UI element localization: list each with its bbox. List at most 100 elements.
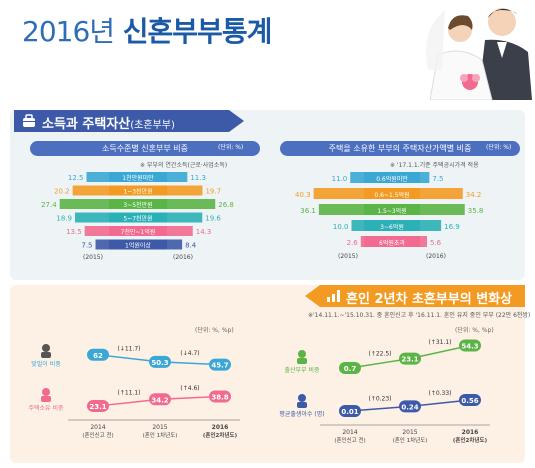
x-tick-sub: (혼인신고 전): [334, 436, 365, 444]
legend-2016: (2016): [426, 253, 446, 260]
bar-2015: [74, 212, 109, 223]
x-tick-year: 2015: [402, 429, 417, 436]
series-name: 맞벌이 비중: [31, 360, 61, 368]
change-label: (↓11.7): [117, 345, 140, 352]
person-icon: [298, 394, 306, 402]
data-label: 0.24: [401, 403, 418, 411]
change-label: (↑11.1): [117, 390, 140, 397]
wedding-couple-illustration: [426, 8, 532, 100]
bar-2016: [167, 172, 188, 182]
value-label-2015: 10.0: [333, 223, 349, 231]
section2-header-bg: [305, 285, 525, 307]
value-label-2016: 8.4: [185, 242, 197, 250]
value-label-2015: 20.2: [54, 188, 70, 196]
category-label: 7천만~1억원: [121, 228, 156, 236]
data-point: [459, 339, 481, 352]
category-label: 3~5천만원: [123, 201, 152, 209]
bar-2016: [167, 226, 193, 236]
section1-title: 소득과 주택자산(초혼부부): [42, 113, 175, 132]
bar-chart-icon: [327, 290, 340, 302]
bar-2016: [167, 239, 183, 250]
value-label-2015: 11.0: [332, 175, 348, 183]
income-share-chart: 1천만원미만 12.5 11.3 1~3천만원 20.2 19.7 3~5천만원 27.4 26…: [41, 172, 234, 261]
person-icon: [42, 344, 50, 352]
section1-header-bg: [14, 110, 244, 132]
bride-hair: [448, 15, 473, 30]
value-label-2015: 13.5: [66, 228, 82, 236]
x-tick-year: 2014: [90, 424, 105, 431]
change-panel: [10, 285, 525, 463]
change-label: (↑0.23): [368, 396, 391, 403]
category-band: [109, 239, 167, 250]
person-icon-body: [297, 358, 307, 364]
bar-2015: [72, 185, 109, 196]
x-tick-year: 2016: [212, 424, 229, 431]
data-label: 23.1: [89, 403, 106, 411]
section2-left-unit: (단위: %, %p): [195, 327, 234, 334]
data-label: 45.7: [211, 362, 228, 370]
section2-right-unit: (단위: %, %p): [455, 327, 494, 334]
data-label: 62: [93, 352, 103, 360]
data-point: [399, 352, 421, 365]
category-label: 3~6억원: [380, 223, 404, 231]
x-tick-year: 2014: [342, 429, 357, 436]
person-icon-body: [41, 352, 51, 358]
section1-subtitle: (초혼부부): [130, 120, 175, 131]
data-label: 23.1: [401, 356, 418, 364]
bar-2016: [167, 185, 203, 196]
groom-shirt: [497, 42, 507, 58]
value-label-2015: 7.5: [81, 242, 92, 250]
bar-2015: [59, 199, 109, 209]
x-tick-sub: (혼인2차년도): [203, 431, 238, 439]
value-label-2016: 16.9: [444, 223, 460, 231]
housing-chart-note: ※ '17.1.1.기준 주택공시가격 적용: [390, 162, 479, 169]
value-label-2016: 11.3: [190, 174, 206, 182]
value-label-2016: 19.6: [205, 215, 221, 223]
x-tick-sub: (혼인 1차년도): [143, 431, 178, 439]
value-label-2015: 27.4: [41, 201, 57, 209]
data-point: [339, 362, 361, 374]
category-band: [364, 220, 420, 231]
data-label: 54.3: [461, 342, 478, 350]
category-band: [364, 172, 420, 183]
groom-suit: [478, 39, 532, 100]
legend-2016: (2016): [173, 254, 193, 261]
person-icon: [298, 350, 306, 358]
change-label: (↑0.33): [428, 390, 451, 397]
data-point: [87, 348, 109, 361]
category-label: 6억원초과: [379, 239, 405, 247]
bar-2015: [360, 236, 364, 247]
value-label-2015: 36.1: [300, 207, 316, 215]
value-label-2015: 12.5: [68, 174, 84, 182]
value-label-2016: 14.3: [196, 228, 212, 236]
series-name: 출산부부 비중: [284, 366, 320, 374]
category-band: [109, 172, 167, 182]
couple-change-chart-right: 2014(혼인신고 전) 2015(혼인 1차년도) 2016(혼인2차년도) 0.7…: [279, 339, 490, 444]
bride-veil: [426, 10, 445, 70]
data-label: 0.01: [341, 408, 358, 416]
person-icon-body: [41, 396, 51, 402]
change-label: (↑31.1): [428, 339, 451, 346]
section2-note: ※'14.11.1.~'15.10.31. 중 혼인신고 후 '16.11.1.…: [308, 312, 531, 319]
value-label-2016: 35.8: [468, 207, 484, 215]
data-label: 0.56: [461, 397, 478, 405]
groom-face: [488, 8, 516, 36]
value-label-2016: 26.8: [218, 201, 234, 209]
category-label: 1.5~3억원: [377, 207, 406, 215]
bar-2015: [318, 204, 364, 215]
category-band: [109, 185, 167, 196]
income-chart-header: 소득수준별 신혼부부 비중: [30, 141, 260, 156]
data-label: 50.3: [151, 359, 168, 367]
x-tick-sub: (혼인신고 전): [82, 431, 113, 439]
income-chart-unit: (단위: %): [218, 144, 244, 151]
data-point: [209, 390, 231, 403]
data-point: [149, 355, 171, 368]
bar-2015: [84, 226, 109, 236]
category-band: [364, 204, 420, 215]
title-year: 2016년: [22, 15, 115, 48]
category-band: [109, 199, 167, 209]
title-text: 신혼부부통계: [122, 15, 273, 48]
category-label: 0.6~1.5억원: [374, 191, 409, 199]
value-label-2016: 34.2: [466, 191, 482, 199]
data-point: [339, 405, 361, 417]
